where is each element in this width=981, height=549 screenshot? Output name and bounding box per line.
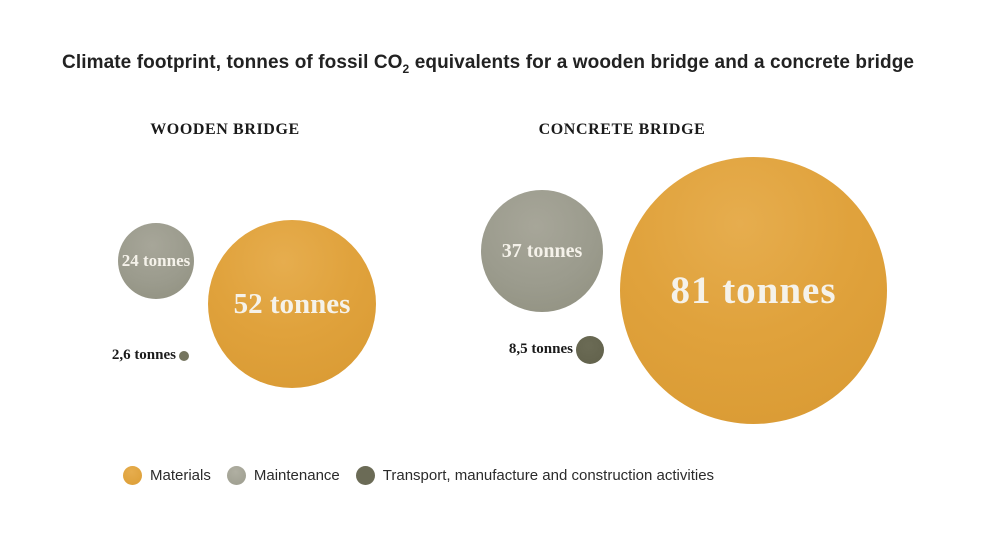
legend-item-maintenance: Maintenance: [226, 466, 340, 485]
transport-dot-icon: [355, 466, 375, 485]
legend-label-maintenance: Maintenance: [253, 467, 340, 484]
concrete-maintenance-bubble: 37 tonnes: [481, 190, 603, 312]
chart-title-text: Climate footprint, tonnes of fossil CO: [62, 52, 403, 73]
legend-item-transport: Transport, manufacture and construction …: [355, 466, 715, 485]
concrete-materials-value: 81 tonnes: [670, 269, 837, 312]
chart-title-text-cont: equivalents for a wooden bridge and a co…: [409, 52, 915, 73]
legend-item-materials: Materials: [123, 466, 211, 485]
concrete-bridge-header: CONCRETE BRIDGE: [538, 121, 706, 138]
materials-dot-icon: [123, 466, 142, 485]
wooden-transport-value: 2,6 tonnes: [111, 347, 176, 363]
concrete-transport-value: 8,5 tonnes: [508, 341, 573, 357]
wooden-maintenance-value: 24 tonnes: [121, 251, 191, 270]
chart-title: Climate footprint, tonnes of fossil CO2 …: [62, 52, 915, 76]
legend: Materials Maintenance Transport, manufac…: [123, 466, 714, 485]
wooden-bridge-header: WOODEN BRIDGE: [150, 121, 300, 138]
chart-title-subscript: 2: [402, 62, 410, 76]
legend-label-transport: Transport, manufacture and construction …: [382, 467, 715, 484]
concrete-materials-bubble: 81 tonnes: [620, 157, 887, 424]
concrete-transport-bubble: [576, 336, 604, 364]
wooden-materials-value: 52 tonnes: [233, 287, 351, 320]
maintenance-dot-icon: [226, 466, 246, 485]
concrete-maintenance-value: 37 tonnes: [501, 239, 583, 262]
wooden-transport-bubble: [179, 351, 189, 361]
wooden-materials-bubble: 52 tonnes: [208, 220, 376, 388]
legend-label-materials: Materials: [150, 467, 211, 484]
wooden-maintenance-bubble: 24 tonnes: [118, 223, 194, 299]
